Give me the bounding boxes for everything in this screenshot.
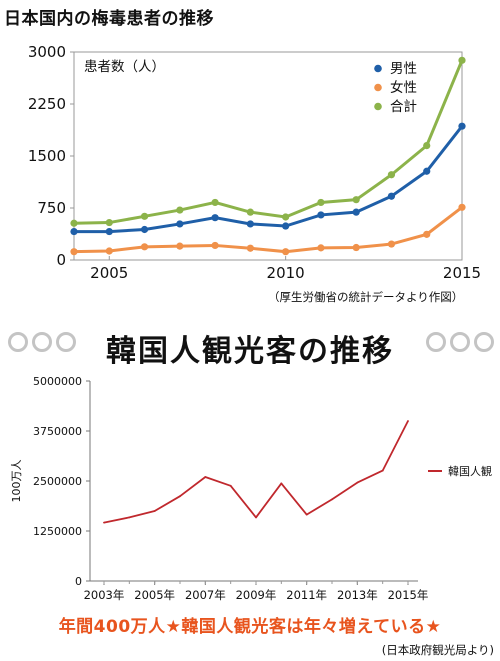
y-tick-label: 5000000: [33, 375, 82, 388]
data-point: [103, 521, 105, 524]
data-point: [423, 142, 431, 150]
circle-icon: [32, 332, 52, 352]
decorative-circles-left: [8, 332, 76, 352]
data-point: [331, 498, 333, 501]
data-point: [70, 219, 78, 227]
data-point: [70, 227, 78, 236]
y-tick-label: 2250: [28, 95, 66, 113]
data-point: [317, 198, 325, 207]
legend-marker: [374, 64, 382, 73]
data-point: [176, 206, 184, 214]
data-point: [140, 243, 149, 251]
data-point: [317, 211, 325, 219]
data-point: [70, 248, 78, 256]
legend-marker: [374, 83, 382, 92]
data-point: [176, 242, 184, 250]
x-tick-label: 2011年: [286, 588, 327, 602]
data-point: [305, 513, 308, 516]
data-point: [255, 516, 257, 519]
data-point: [381, 469, 384, 472]
data-point: [128, 516, 131, 519]
korean-tourist-chart: 0 1250000 2500000 3750000 5000000 2003年 2005年 2…: [10, 375, 492, 602]
data-point: [211, 198, 219, 207]
data-point: [282, 248, 290, 256]
data-point: [407, 420, 409, 422]
headline-banner: 年間400万人★韓国人観光客は年々増えている★: [58, 617, 442, 637]
y-tick-label: 0: [56, 251, 66, 269]
y-axis-label: 患者数（人）: [84, 59, 165, 75]
y-tick-label: 3750000: [33, 425, 82, 438]
circle-icon: [474, 332, 494, 352]
y-axis-label: 100万人: [10, 460, 23, 503]
x-tick-label: 2009年: [236, 588, 277, 602]
x-tick-label: 2013年: [337, 588, 378, 602]
data-point: [246, 220, 254, 228]
x-tick-label: 2005: [90, 264, 128, 282]
circle-icon: [426, 332, 446, 352]
y-tick-label: 750: [37, 199, 66, 217]
chart2-source: (日本政府観光局より): [381, 643, 494, 657]
data-point: [211, 214, 219, 222]
data-point: [387, 192, 396, 200]
decorative-circles-right: [426, 332, 494, 352]
series-line-1: [103, 420, 409, 524]
data-point: [352, 208, 360, 216]
data-point: [105, 227, 113, 236]
data-point: [176, 220, 184, 228]
data-point: [140, 212, 149, 220]
data-point: [280, 482, 283, 485]
legend-marker: [374, 102, 382, 111]
y-tick-label: 1250000: [33, 525, 82, 538]
chart2-title: 韓国人観光客の推移: [106, 334, 394, 369]
data-point: [105, 247, 113, 255]
x-tick-label: 2015年: [388, 588, 429, 602]
data-point: [282, 222, 290, 230]
x-tick-label: 2015: [443, 264, 481, 282]
data-point: [282, 213, 290, 221]
data-point: [246, 244, 254, 252]
data-point: [387, 240, 396, 248]
x-tick-label: 2007年: [185, 588, 226, 602]
circle-icon: [450, 332, 470, 352]
data-point: [356, 481, 359, 484]
data-point: [352, 196, 360, 204]
y-tick-label: 2500000: [33, 475, 82, 488]
circle-icon: [56, 332, 76, 352]
legend-label: 合計: [390, 99, 417, 115]
series-line-1: [74, 125, 464, 234]
data-point: [211, 241, 219, 250]
data-point: [317, 244, 325, 252]
chart1-source: （厚生労働省の統計データより作図）: [268, 290, 464, 304]
data-point: [458, 56, 466, 64]
y-tick-label: 0: [75, 575, 82, 588]
y-tick-label: 3000: [28, 43, 66, 61]
x-tick-label: 2005年: [134, 588, 175, 602]
data-point: [204, 476, 207, 478]
data-point: [179, 495, 181, 498]
data-point: [140, 225, 149, 234]
data-point: [105, 218, 113, 227]
legend-label: 男性: [390, 61, 417, 77]
y-tick-label: 1500: [28, 147, 66, 165]
data-point: [423, 230, 431, 238]
x-tick-label: 2010: [267, 264, 305, 282]
series-line-3: [73, 59, 464, 225]
data-point: [458, 203, 466, 211]
data-point: [229, 484, 232, 487]
data-point: [153, 510, 156, 512]
circle-icon: [8, 332, 28, 352]
data-point: [246, 208, 254, 216]
series-line-2: [73, 206, 463, 254]
data-point: [423, 167, 431, 175]
legend-label: 女性: [390, 79, 417, 96]
x-tick-label: 2003年: [84, 588, 125, 602]
chart1-title: 日本国内の梅毒患者の推移: [4, 9, 214, 29]
legend-label: 韓国人観: [448, 464, 492, 478]
data-point: [387, 171, 396, 179]
data-point: [352, 243, 360, 252]
data-point: [458, 122, 466, 130]
